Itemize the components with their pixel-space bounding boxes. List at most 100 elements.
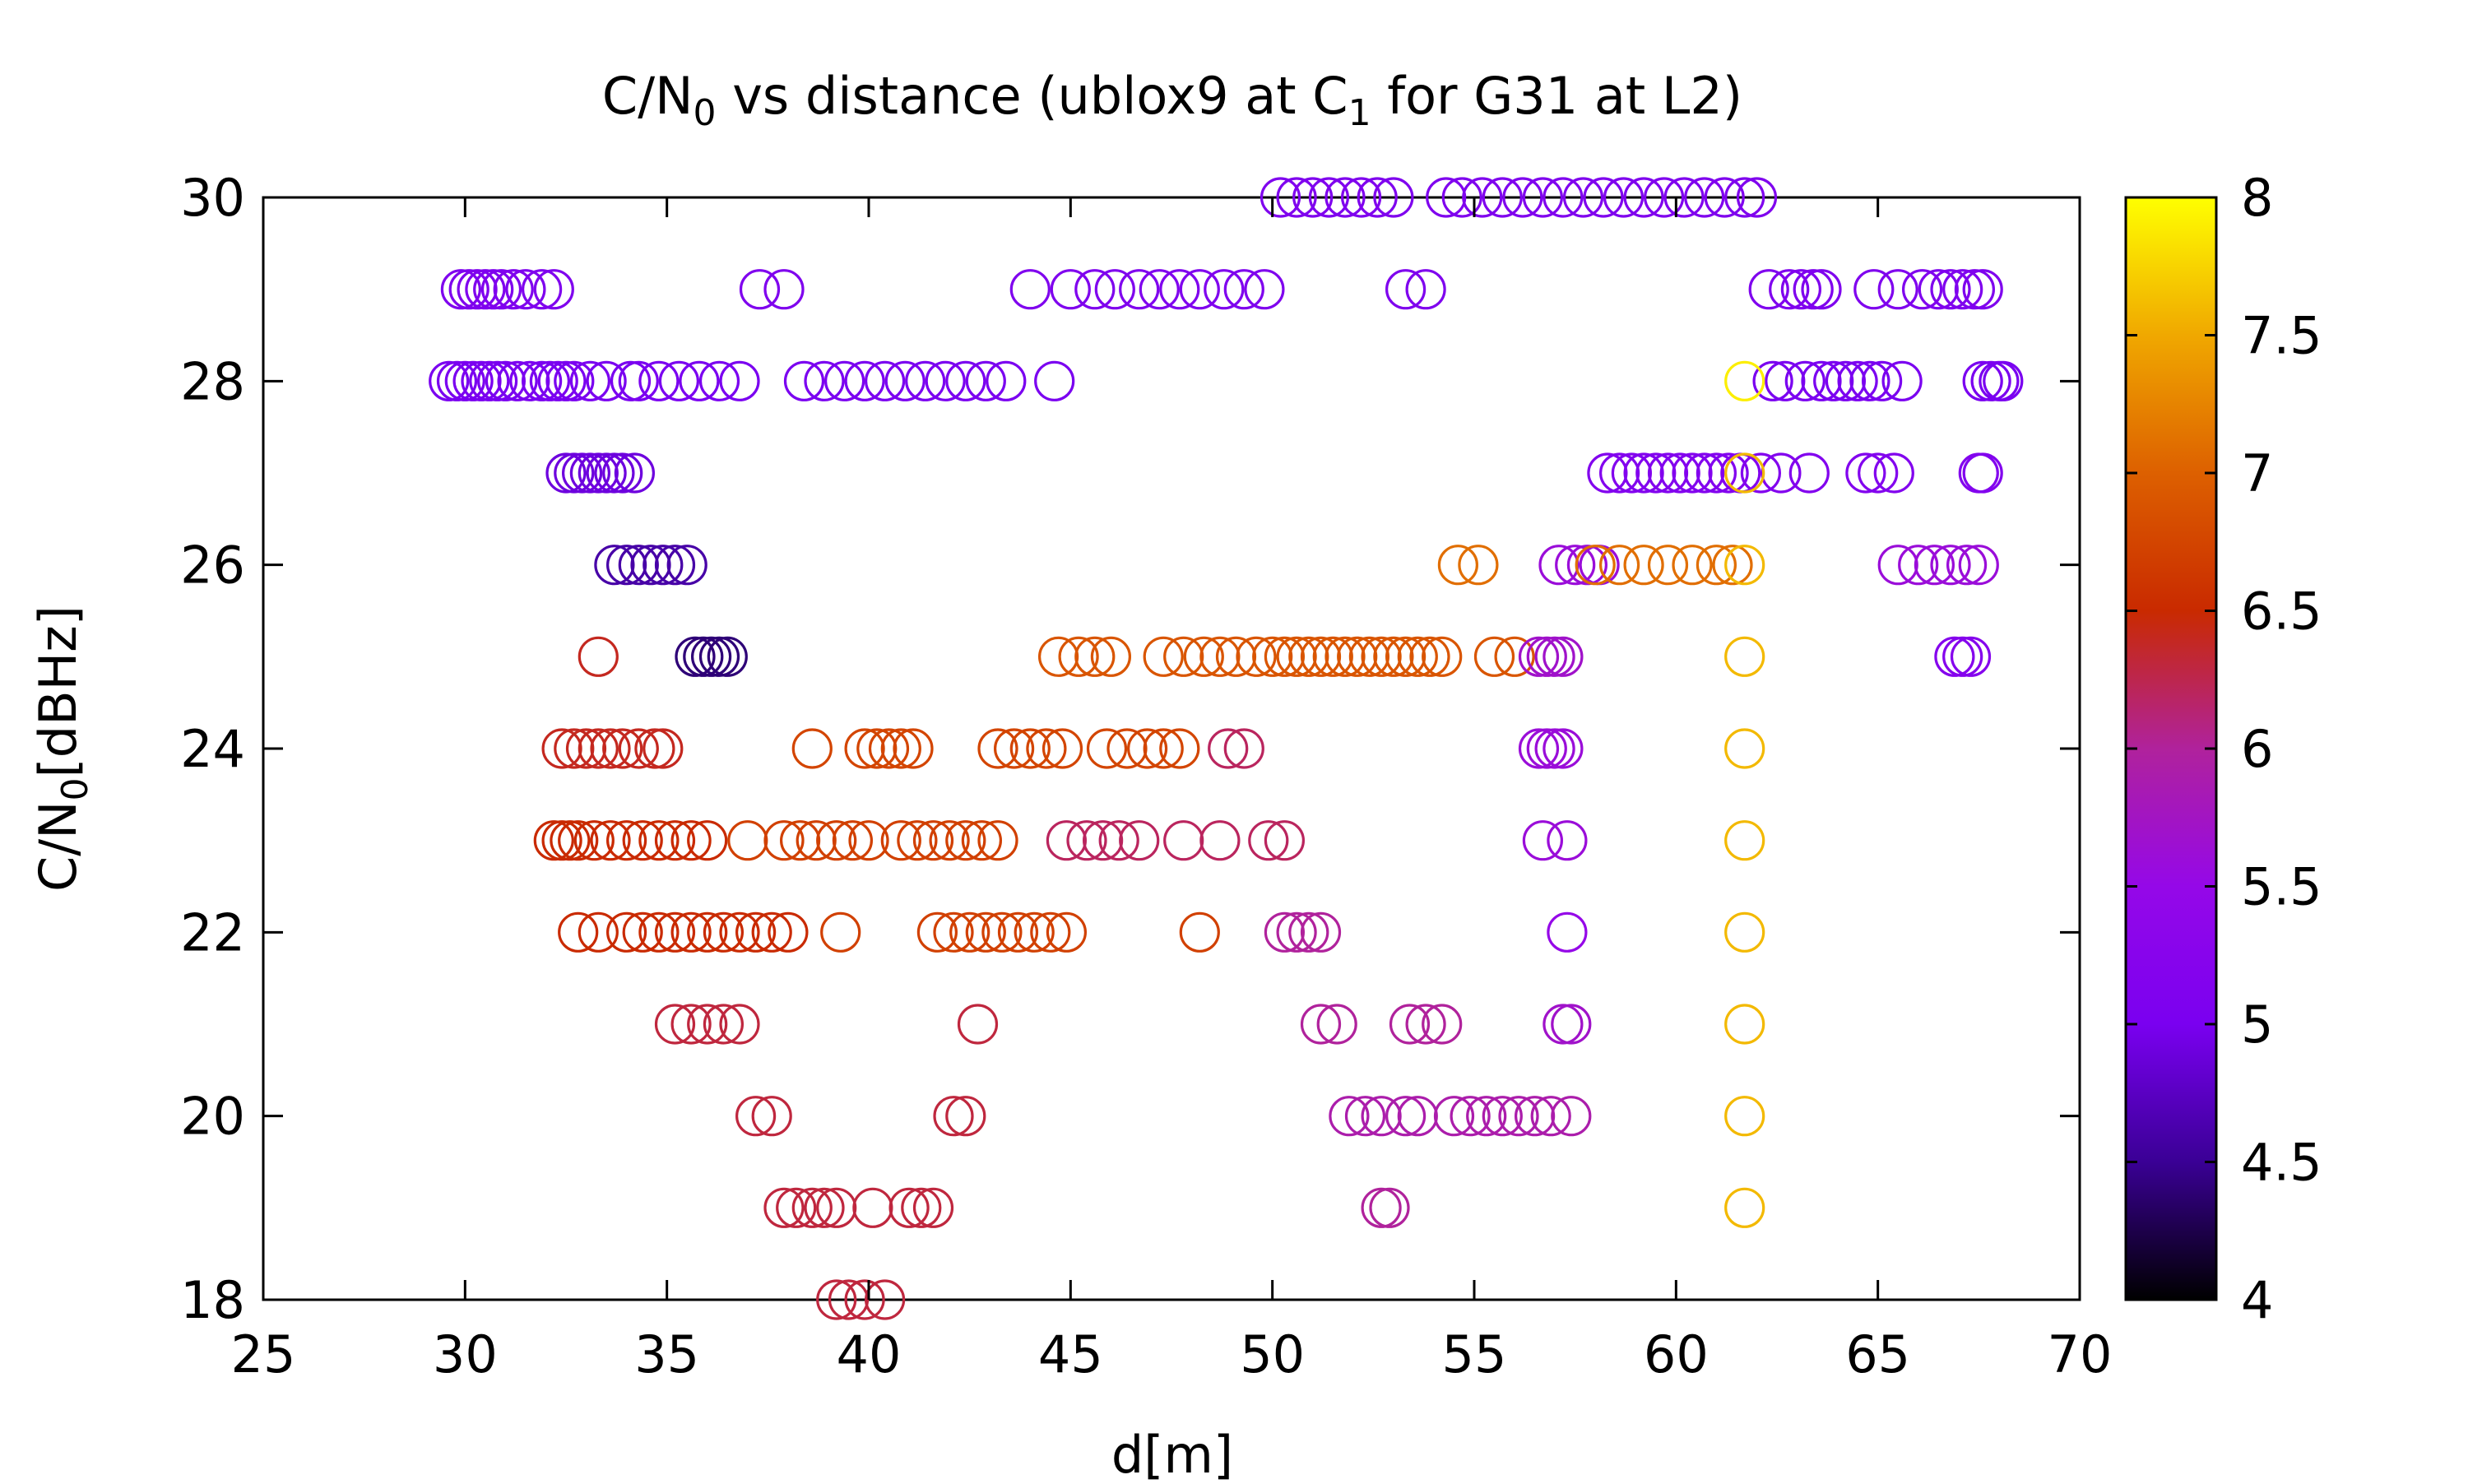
data-point — [533, 820, 574, 861]
data-point — [1542, 728, 1584, 769]
data-point — [791, 728, 833, 769]
data-point — [1046, 820, 1088, 861]
data-point — [1208, 728, 1249, 769]
data-point — [751, 1096, 792, 1137]
data-point — [957, 1004, 999, 1045]
data-point — [1300, 636, 1342, 677]
data-point — [945, 360, 986, 401]
data-point — [1041, 728, 1083, 769]
data-point — [1312, 636, 1353, 677]
data-point — [1547, 820, 1588, 861]
data-point — [1385, 636, 1427, 677]
data-point — [933, 911, 974, 953]
data-point — [1244, 269, 1285, 310]
data-point — [933, 1096, 974, 1137]
data-point — [1458, 545, 1499, 586]
data-point — [1780, 269, 1821, 310]
data-point — [1050, 269, 1091, 310]
data-point — [1340, 177, 1382, 218]
data-point — [1659, 452, 1700, 494]
data-point — [1724, 820, 1765, 861]
data-point — [1801, 360, 1842, 401]
data-point — [832, 820, 874, 861]
data-point — [1066, 820, 1107, 861]
data-point — [993, 728, 1035, 769]
x-tick-label: 30 — [433, 1324, 498, 1384]
data-point — [561, 452, 603, 494]
data-point — [763, 1187, 805, 1228]
data-point — [476, 360, 518, 401]
data-point — [578, 636, 619, 677]
data-point — [1881, 360, 1923, 401]
data-point — [1598, 545, 1640, 586]
data-point — [1530, 1096, 1571, 1137]
data-point — [1026, 728, 1067, 769]
data-point — [1813, 360, 1854, 401]
data-point — [614, 452, 656, 494]
colorbar-tick-label: 7 — [2241, 443, 2273, 503]
data-point — [485, 360, 527, 401]
data-point — [537, 360, 578, 401]
data-point — [1030, 911, 1071, 953]
data-point — [739, 269, 781, 310]
data-point — [509, 360, 550, 401]
data-point — [1276, 911, 1317, 953]
data-point — [981, 911, 1023, 953]
data-point — [844, 360, 885, 401]
data-point — [1300, 911, 1342, 953]
data-point — [670, 1004, 712, 1045]
y-axis-label: C/N0[dBHz] — [28, 605, 96, 892]
data-point — [1369, 1187, 1410, 1228]
data-point — [578, 452, 619, 494]
data-point — [1724, 545, 1765, 586]
data-point — [1199, 636, 1241, 677]
data-point — [1316, 1004, 1357, 1045]
ylabel-part-a: C/N — [28, 800, 88, 892]
data-point — [1143, 728, 1184, 769]
data-point — [820, 911, 861, 953]
data-point — [554, 728, 595, 769]
data-point — [1877, 269, 1918, 310]
x-tick-label: 55 — [1442, 1324, 1507, 1384]
data-point — [1143, 636, 1184, 677]
data-point — [545, 360, 587, 401]
data-point — [1526, 728, 1567, 769]
data-point — [610, 360, 652, 401]
data-point — [1324, 636, 1366, 677]
colorbar-tick-label: 4.5 — [2241, 1133, 2322, 1193]
data-point — [1858, 452, 1899, 494]
data-point — [1575, 545, 1616, 586]
data-point — [698, 360, 740, 401]
data-point — [779, 820, 821, 861]
data-point — [638, 360, 680, 401]
x-tick-label: 70 — [2048, 1324, 2113, 1384]
data-point — [533, 269, 574, 310]
data-point — [1373, 177, 1414, 218]
data-point — [1724, 636, 1765, 677]
data-point — [916, 911, 958, 953]
data-point — [578, 728, 619, 769]
data-point — [727, 820, 768, 861]
data-point — [1437, 545, 1479, 586]
data-point — [554, 452, 595, 494]
data-point — [594, 452, 635, 494]
data-point — [1074, 269, 1116, 310]
data-point — [1837, 360, 1878, 401]
data-point — [945, 1096, 986, 1137]
data-point — [1199, 820, 1241, 861]
data-point — [683, 636, 724, 677]
data-point — [796, 820, 837, 861]
data-point — [1946, 545, 1988, 586]
data-point — [654, 820, 696, 861]
data-point — [1348, 636, 1390, 677]
data-point — [1603, 177, 1645, 218]
data-point — [1526, 636, 1567, 677]
colorbar-tick-label: 8 — [2241, 168, 2273, 228]
data-point — [1825, 360, 1866, 401]
data-point — [912, 1187, 954, 1228]
title-part-b: vs distance (ublox9 at C — [716, 66, 1348, 126]
data-point — [1551, 1004, 1592, 1045]
data-point — [1873, 452, 1914, 494]
data-point — [1765, 360, 1806, 401]
